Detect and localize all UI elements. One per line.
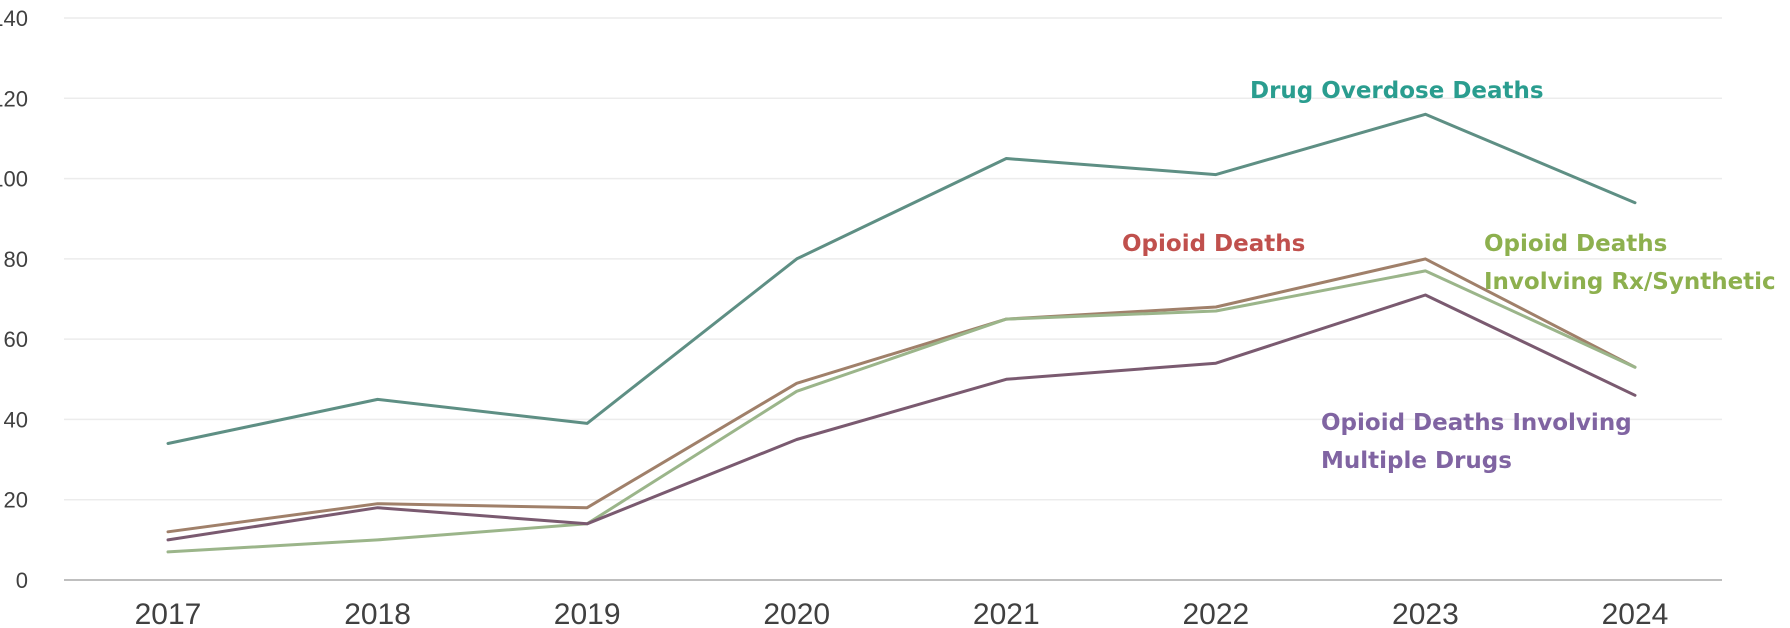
y-tick-label: 0 <box>16 568 28 593</box>
series-line-1 <box>166 112 1637 445</box>
series-label-line: Involving Rx/Synthetic <box>1484 269 1776 295</box>
y-tick-label: 20 <box>4 488 28 513</box>
series-label-line: Opioid Deaths <box>1484 231 1667 257</box>
x-tick-label: 2023 <box>1392 598 1459 628</box>
series-label-line: Drug Overdose Deaths <box>1250 78 1544 104</box>
x-axis-tick-labels: 2017 2018 2019 2020 2021 2022 2023 2024 <box>135 598 1669 628</box>
series-label-line: Opioid Deaths <box>1122 231 1305 257</box>
y-tick-label: 120 <box>0 86 28 111</box>
series-line-4 <box>166 293 1637 542</box>
x-tick-label: 2022 <box>1182 598 1249 628</box>
y-tick-label: 60 <box>4 327 28 352</box>
y-tick-label: 140 <box>0 6 28 31</box>
x-tick-label: 2019 <box>554 598 621 628</box>
y-tick-label: 80 <box>4 247 28 272</box>
series-line-3 <box>166 269 1637 554</box>
series-lines <box>166 112 1637 554</box>
series-line-2 <box>166 257 1637 534</box>
series-label-4: Opioid Deaths Involving Multiple Drugs <box>1321 410 1632 474</box>
y-tick-label: 100 <box>0 167 28 192</box>
series-label-3: Opioid Deaths Involving Rx/Synthetic <box>1484 231 1776 295</box>
y-axis-tick-labels: 0 20 40 60 80 100 120 140 <box>0 6 28 593</box>
y-tick-label: 40 <box>4 407 28 432</box>
x-tick-label: 2018 <box>344 598 411 628</box>
gridlines <box>64 17 1722 501</box>
series-label-2: Opioid Deaths <box>1122 231 1305 257</box>
x-tick-label: 2021 <box>973 598 1040 628</box>
x-tick-label: 2020 <box>763 598 830 628</box>
x-tick-label: 2024 <box>1602 598 1669 628</box>
x-tick-label: 2017 <box>135 598 202 628</box>
series-label-line: Opioid Deaths Involving <box>1321 410 1632 436</box>
series-label-1: Drug Overdose Deaths <box>1250 78 1544 104</box>
series-label-line: Multiple Drugs <box>1321 448 1512 474</box>
